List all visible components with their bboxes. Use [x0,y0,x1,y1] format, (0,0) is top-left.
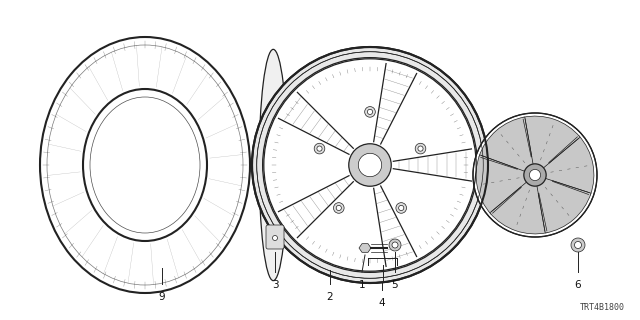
Circle shape [349,144,391,186]
Wedge shape [535,175,591,233]
Circle shape [473,113,597,237]
Circle shape [358,153,381,177]
Circle shape [571,238,585,252]
Circle shape [415,143,426,154]
Text: 5: 5 [392,280,398,290]
Circle shape [389,239,401,251]
Text: TRT4B1800: TRT4B1800 [580,303,625,312]
Circle shape [392,242,398,248]
Ellipse shape [259,49,287,281]
Circle shape [273,236,278,241]
Circle shape [399,205,404,211]
Circle shape [418,146,423,151]
Text: 3: 3 [272,280,278,290]
Circle shape [367,109,372,115]
Text: 4: 4 [379,298,385,308]
Circle shape [336,205,341,211]
Text: 9: 9 [159,292,165,302]
Circle shape [317,146,322,151]
Wedge shape [535,136,594,195]
Circle shape [529,169,541,180]
Circle shape [314,143,325,154]
Text: 2: 2 [326,292,333,302]
Wedge shape [479,117,535,175]
Circle shape [524,164,546,186]
Polygon shape [359,244,371,252]
Text: 1: 1 [358,280,365,290]
FancyBboxPatch shape [266,225,284,249]
Circle shape [252,47,488,283]
Circle shape [396,203,406,213]
Wedge shape [523,116,580,175]
Circle shape [365,107,375,117]
Wedge shape [476,155,535,214]
Wedge shape [490,175,547,234]
Circle shape [333,203,344,213]
Text: 6: 6 [575,280,581,290]
Circle shape [264,59,476,271]
Circle shape [575,242,582,249]
